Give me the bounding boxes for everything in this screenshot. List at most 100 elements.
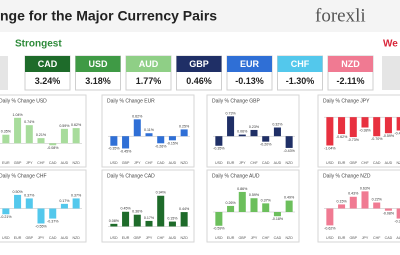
value-label: -0.73% xyxy=(348,138,360,142)
value-label: 0.49% xyxy=(284,196,295,200)
bar xyxy=(168,221,176,227)
bar xyxy=(60,128,68,144)
currency-change: 0.46% xyxy=(186,76,212,86)
value-label: 0.23% xyxy=(249,125,260,129)
bar xyxy=(361,117,369,128)
value-label: 0.86% xyxy=(237,187,248,191)
chart-panel xyxy=(317,169,400,243)
value-label: 0.21% xyxy=(36,133,47,137)
bar xyxy=(157,195,165,227)
value-label: -0.38% xyxy=(359,128,371,132)
x-tick-label: CHF xyxy=(250,161,258,165)
currency-code: CHF xyxy=(291,59,310,69)
weakest-label: We xyxy=(383,39,398,50)
currency-change: 3.18% xyxy=(85,76,111,86)
currency-box: GBP 0.46% xyxy=(176,55,222,91)
value-label: 0.59% xyxy=(59,124,70,128)
box-head xyxy=(176,56,222,72)
bar xyxy=(373,117,381,137)
x-tick-label: NZD xyxy=(285,236,293,240)
chart-title: Daily % Change CHF xyxy=(0,173,47,179)
x-tick-label: AUD xyxy=(396,236,400,240)
x-tick-label: NZD xyxy=(72,161,80,165)
x-tick-label: USD xyxy=(110,161,118,165)
x-tick-label: EUR xyxy=(227,236,235,240)
bar xyxy=(285,200,293,212)
title: nge for the Major Currency Pairs xyxy=(0,8,217,24)
bar xyxy=(338,204,346,209)
x-tick-label: NZD xyxy=(72,236,80,240)
bar xyxy=(122,136,130,149)
value-label: 0.25% xyxy=(179,124,190,128)
x-tick-label: CAD xyxy=(49,236,57,240)
value-label: -0.49% xyxy=(394,131,400,135)
chart-panel xyxy=(101,94,195,168)
bar xyxy=(227,116,235,137)
x-tick-label: USD xyxy=(215,161,223,165)
x-tick-label: CAD xyxy=(262,161,270,165)
value-label: 0.08% xyxy=(109,219,120,223)
bar xyxy=(2,208,10,215)
value-label: -0.08% xyxy=(47,146,59,150)
currency-box: EUR -0.13% xyxy=(226,55,273,91)
bar xyxy=(384,117,392,134)
x-tick-label: GBP xyxy=(14,161,22,165)
value-label: 0.15% xyxy=(336,199,347,203)
value-label: -0.43% xyxy=(283,149,295,153)
bar xyxy=(60,203,68,209)
value-label: 0.43% xyxy=(348,192,359,196)
bar xyxy=(110,223,118,227)
x-tick-label: EUR xyxy=(2,161,10,165)
box-head xyxy=(328,56,373,72)
bar xyxy=(238,134,246,137)
value-label: -0.21% xyxy=(0,215,12,219)
x-tick-label: JPY xyxy=(26,161,33,165)
value-label: -0.15% xyxy=(167,141,179,145)
x-tick-label: GBP xyxy=(349,161,357,165)
bar xyxy=(396,208,400,219)
x-tick-label: EUR xyxy=(122,236,130,240)
currency-change: -2.11% xyxy=(336,76,364,86)
x-tick-label: NZD xyxy=(396,161,400,165)
bar xyxy=(37,138,45,144)
value-label: 0.37% xyxy=(24,193,35,197)
currency-code: USD xyxy=(88,59,108,69)
bar xyxy=(2,134,10,144)
chart-title: Daily % Change NZD xyxy=(323,173,371,179)
logo: forexli xyxy=(315,5,366,26)
value-label: 0.44% xyxy=(179,207,190,211)
x-tick-label: USD xyxy=(2,236,10,240)
value-label: 0.37% xyxy=(71,193,82,197)
currency-box: USD 3.18% xyxy=(75,55,121,91)
value-label: -0.35% xyxy=(108,147,120,151)
value-label: 0.74% xyxy=(24,120,35,124)
currency-box: AUD 1.77% xyxy=(125,55,172,91)
value-label: 0.22% xyxy=(372,197,383,201)
x-tick-label: GBP xyxy=(133,236,141,240)
x-tick-label: CHF xyxy=(37,161,45,165)
cropped-box xyxy=(0,56,8,90)
x-tick-label: GBP xyxy=(238,236,246,240)
value-label: 0.15% xyxy=(167,217,178,221)
currency-code: NZD xyxy=(341,59,360,69)
value-label: 0.63% xyxy=(360,186,371,190)
value-label: 0.50% xyxy=(12,190,23,194)
x-tick-label: JPY xyxy=(362,236,369,240)
currency-code: AUD xyxy=(139,59,159,69)
x-tick-label: AUD xyxy=(274,161,282,165)
chart-title: Daily % Change AUD xyxy=(212,173,260,179)
cropped-box xyxy=(382,56,400,90)
bar xyxy=(227,205,235,212)
bar xyxy=(72,198,80,209)
bar xyxy=(373,202,381,209)
bar xyxy=(250,198,258,212)
value-label: -0.55% xyxy=(35,224,47,228)
bar xyxy=(384,208,392,211)
value-label: -0.18% xyxy=(272,217,284,221)
x-tick-label: USD xyxy=(215,236,223,240)
bar xyxy=(338,117,346,135)
value-label: 0.32% xyxy=(272,122,283,126)
bar xyxy=(145,220,153,227)
